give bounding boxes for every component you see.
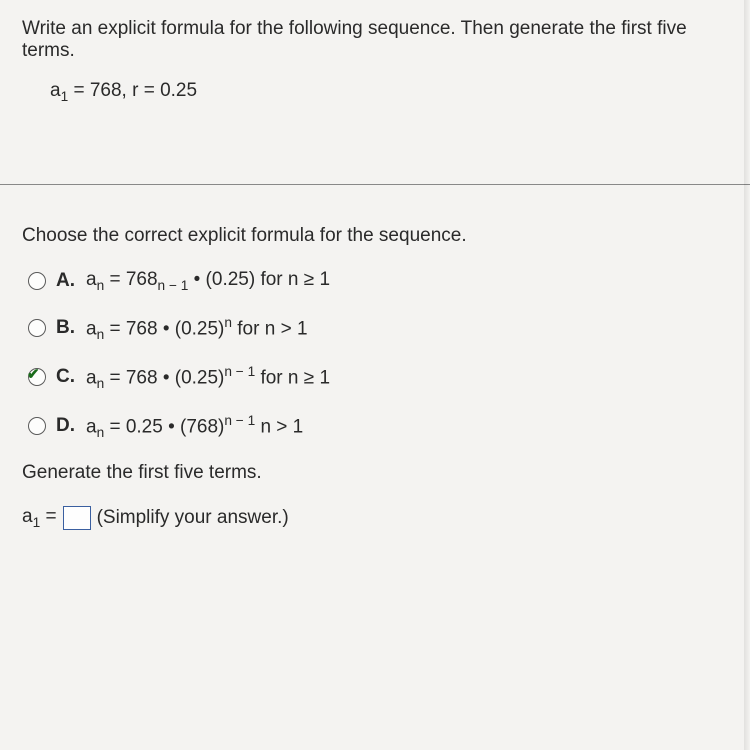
option-formula: an = 768 • (0.25)n for n > 1 [86, 315, 308, 342]
option-formula: an = 768n − 1 • (0.25) for n ≥ 1 [86, 269, 330, 293]
given-values: a1 = 768, r = 0.25 [50, 80, 728, 104]
question-page: Write an explicit formula for the follow… [0, 0, 750, 750]
question-prompt: Write an explicit formula for the follow… [22, 18, 728, 62]
option-letter: C. [56, 366, 76, 388]
section-divider [0, 184, 750, 185]
answer-input-box[interactable] [63, 506, 91, 530]
option-b[interactable]: B. an = 768 • (0.25)n for n > 1 [28, 315, 728, 342]
option-d[interactable]: D. an = 0.25 • (768)n − 1 n > 1 [28, 413, 728, 440]
generate-instruction: Generate the first five terms. [22, 462, 728, 484]
radio-d[interactable] [28, 417, 46, 435]
answer-row: a1 = (Simplify your answer.) [22, 506, 728, 530]
radio-b[interactable] [28, 319, 46, 337]
option-formula: an = 0.25 • (768)n − 1 n > 1 [86, 413, 303, 440]
radio-a[interactable] [28, 272, 46, 290]
option-letter: B. [56, 317, 76, 339]
answer-prefix: a1 = [22, 506, 57, 530]
choose-instruction: Choose the correct explicit formula for … [22, 225, 728, 247]
answer-suffix: (Simplify your answer.) [97, 507, 289, 529]
option-formula: an = 768 • (0.25)n − 1 for n ≥ 1 [86, 364, 330, 391]
page-shadow [744, 0, 750, 750]
option-a[interactable]: A. an = 768n − 1 • (0.25) for n ≥ 1 [28, 269, 728, 293]
radio-c[interactable] [28, 368, 46, 386]
options-group: A. an = 768n − 1 • (0.25) for n ≥ 1 B. a… [28, 269, 728, 440]
option-letter: D. [56, 415, 76, 437]
option-c[interactable]: C. an = 768 • (0.25)n − 1 for n ≥ 1 [28, 364, 728, 391]
option-letter: A. [56, 270, 76, 292]
